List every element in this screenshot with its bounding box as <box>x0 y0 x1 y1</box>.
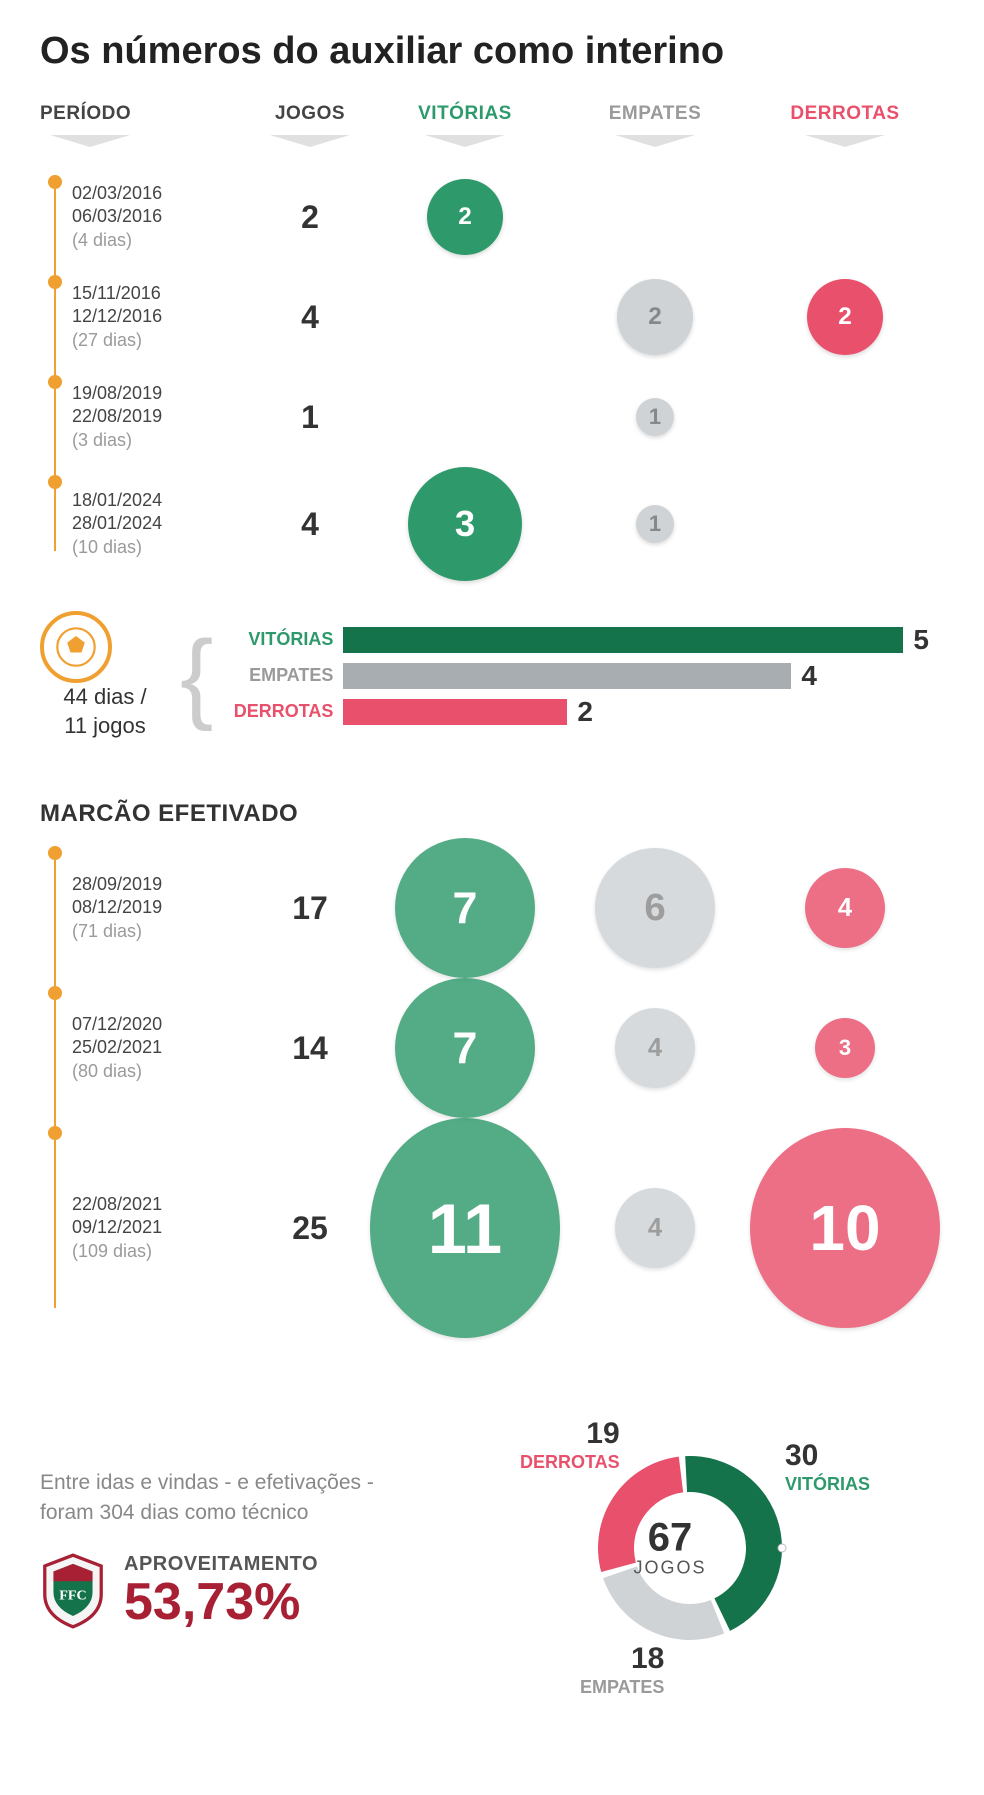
donut-center: 67 JOGOS <box>633 1518 706 1579</box>
header-derrotas: DERROTAS <box>750 103 940 147</box>
bubble: 10 <box>750 1128 940 1328</box>
table-row: 28/09/201908/12/2019(71 dias) 17 7 6 4 <box>50 838 944 978</box>
bar-row: DERROTAS 2 <box>223 694 944 730</box>
periodo-cell: 19/08/201922/08/2019(3 dias) <box>50 382 250 452</box>
timeline-dot <box>48 846 62 860</box>
bubble: 2 <box>427 179 503 255</box>
timeline-dot <box>48 475 62 489</box>
table-row: 02/03/201606/03/2016(4 dias) 2 2 <box>50 167 944 267</box>
timeline-dot <box>48 175 62 189</box>
jogos-cell: 17 <box>250 890 370 927</box>
header-empates: EMPATES <box>560 103 750 147</box>
timeline-dot <box>48 1126 62 1140</box>
table-row: 22/08/202109/12/2021(109 dias) 25 11 4 1… <box>50 1118 944 1338</box>
table-row: 19/08/201922/08/2019(3 dias) 1 1 <box>50 367 944 467</box>
donut-chart: 67 JOGOS 30 VITÓRIAS 19 DERROTAS 18 EMPA… <box>460 1398 880 1698</box>
bubble: 7 <box>395 838 535 978</box>
periodo-cell: 07/12/202025/02/2021(80 dias) <box>50 1013 250 1083</box>
table-row: 15/11/201612/12/2016(27 dias) 4 2 2 <box>50 267 944 367</box>
interim-summary-label: 44 dias / 11 jogos <box>40 683 170 740</box>
donut-label-vitorias: 30 VITÓRIAS <box>785 1438 870 1496</box>
donut-label-derrotas: 19 DERROTAS <box>520 1416 620 1474</box>
bubble: 4 <box>615 1008 695 1088</box>
bar-label: VITÓRIAS <box>223 629 333 650</box>
bubble: 4 <box>615 1188 695 1268</box>
jogos-cell: 25 <box>250 1210 370 1247</box>
bubble: 3 <box>408 467 522 581</box>
bar <box>343 663 791 689</box>
table-row: 07/12/202025/02/2021(80 dias) 14 7 4 3 <box>50 978 944 1118</box>
bar-row: VITÓRIAS 5 <box>223 622 944 658</box>
bar-value: 4 <box>801 660 817 692</box>
jogos-cell: 14 <box>250 1030 370 1067</box>
svg-text:FFC: FFC <box>59 1587 86 1603</box>
interim-timeline: 02/03/201606/03/2016(4 dias) 2 2 15/11/2… <box>40 167 944 581</box>
bar <box>343 699 567 725</box>
bubble: 4 <box>805 868 885 948</box>
bubble: 11 <box>370 1118 560 1338</box>
header-periodo: PERÍODO <box>40 103 250 147</box>
column-headers: PERÍODO JOGOS VITÓRIAS EMPATES DERROTAS <box>40 103 944 147</box>
periodo-cell: 15/11/201612/12/2016(27 dias) <box>50 282 250 352</box>
header-jogos: JOGOS <box>250 103 370 147</box>
timeline-dot <box>48 986 62 1000</box>
periodo-cell: 22/08/202109/12/2021(109 dias) <box>50 1193 250 1263</box>
page-title: Os números do auxiliar como interino <box>40 30 944 73</box>
bubble: 1 <box>636 398 674 436</box>
bubble: 6 <box>595 848 715 968</box>
bar-row: EMPATES 4 <box>223 658 944 694</box>
bubble: 2 <box>617 279 693 355</box>
jogos-cell: 4 <box>250 299 370 336</box>
bar-value: 5 <box>913 624 929 656</box>
footer-note: Entre idas e vindas - e efetivações - fo… <box>40 1468 420 1529</box>
bar <box>343 627 903 653</box>
footer: Entre idas e vindas - e efetivações - fo… <box>40 1398 944 1698</box>
timeline-dot <box>48 375 62 389</box>
jogos-cell: 2 <box>250 199 370 236</box>
periodo-cell: 28/09/201908/12/2019(71 dias) <box>50 873 250 943</box>
jogos-cell: 1 <box>250 399 370 436</box>
jogos-cell: 4 <box>250 506 370 543</box>
aprov-value: 53,73% <box>124 1576 318 1628</box>
section-efetivado-title: MARCÃO EFETIVADO <box>40 800 944 828</box>
bar-value: 2 <box>577 696 593 728</box>
periodo-cell: 02/03/201606/03/2016(4 dias) <box>50 182 250 252</box>
club-shield-icon: FFC <box>40 1553 106 1629</box>
summary-bars: VITÓRIAS 5 EMPATES 4 DERROTAS 2 <box>223 622 944 730</box>
bubble: 2 <box>807 279 883 355</box>
efetivado-timeline: 28/09/201908/12/2019(71 dias) 17 7 6 4 0… <box>40 838 944 1338</box>
bar-label: DERROTAS <box>223 701 333 722</box>
bubble: 3 <box>815 1018 875 1078</box>
brace-icon: { <box>180 626 213 726</box>
bubble: 7 <box>395 978 535 1118</box>
soccer-ball-icon <box>40 611 112 683</box>
table-row: 18/01/202428/01/2024(10 dias) 4 3 1 <box>50 467 944 581</box>
bar-label: EMPATES <box>223 665 333 686</box>
periodo-cell: 18/01/202428/01/2024(10 dias) <box>50 489 250 559</box>
bubble: 1 <box>636 505 674 543</box>
header-vitorias: VITÓRIAS <box>370 103 560 147</box>
interim-summary: 44 dias / 11 jogos { VITÓRIAS 5 EMPATES … <box>40 611 944 740</box>
timeline-dot <box>48 275 62 289</box>
donut-label-empates: 18 EMPATES <box>580 1641 664 1699</box>
